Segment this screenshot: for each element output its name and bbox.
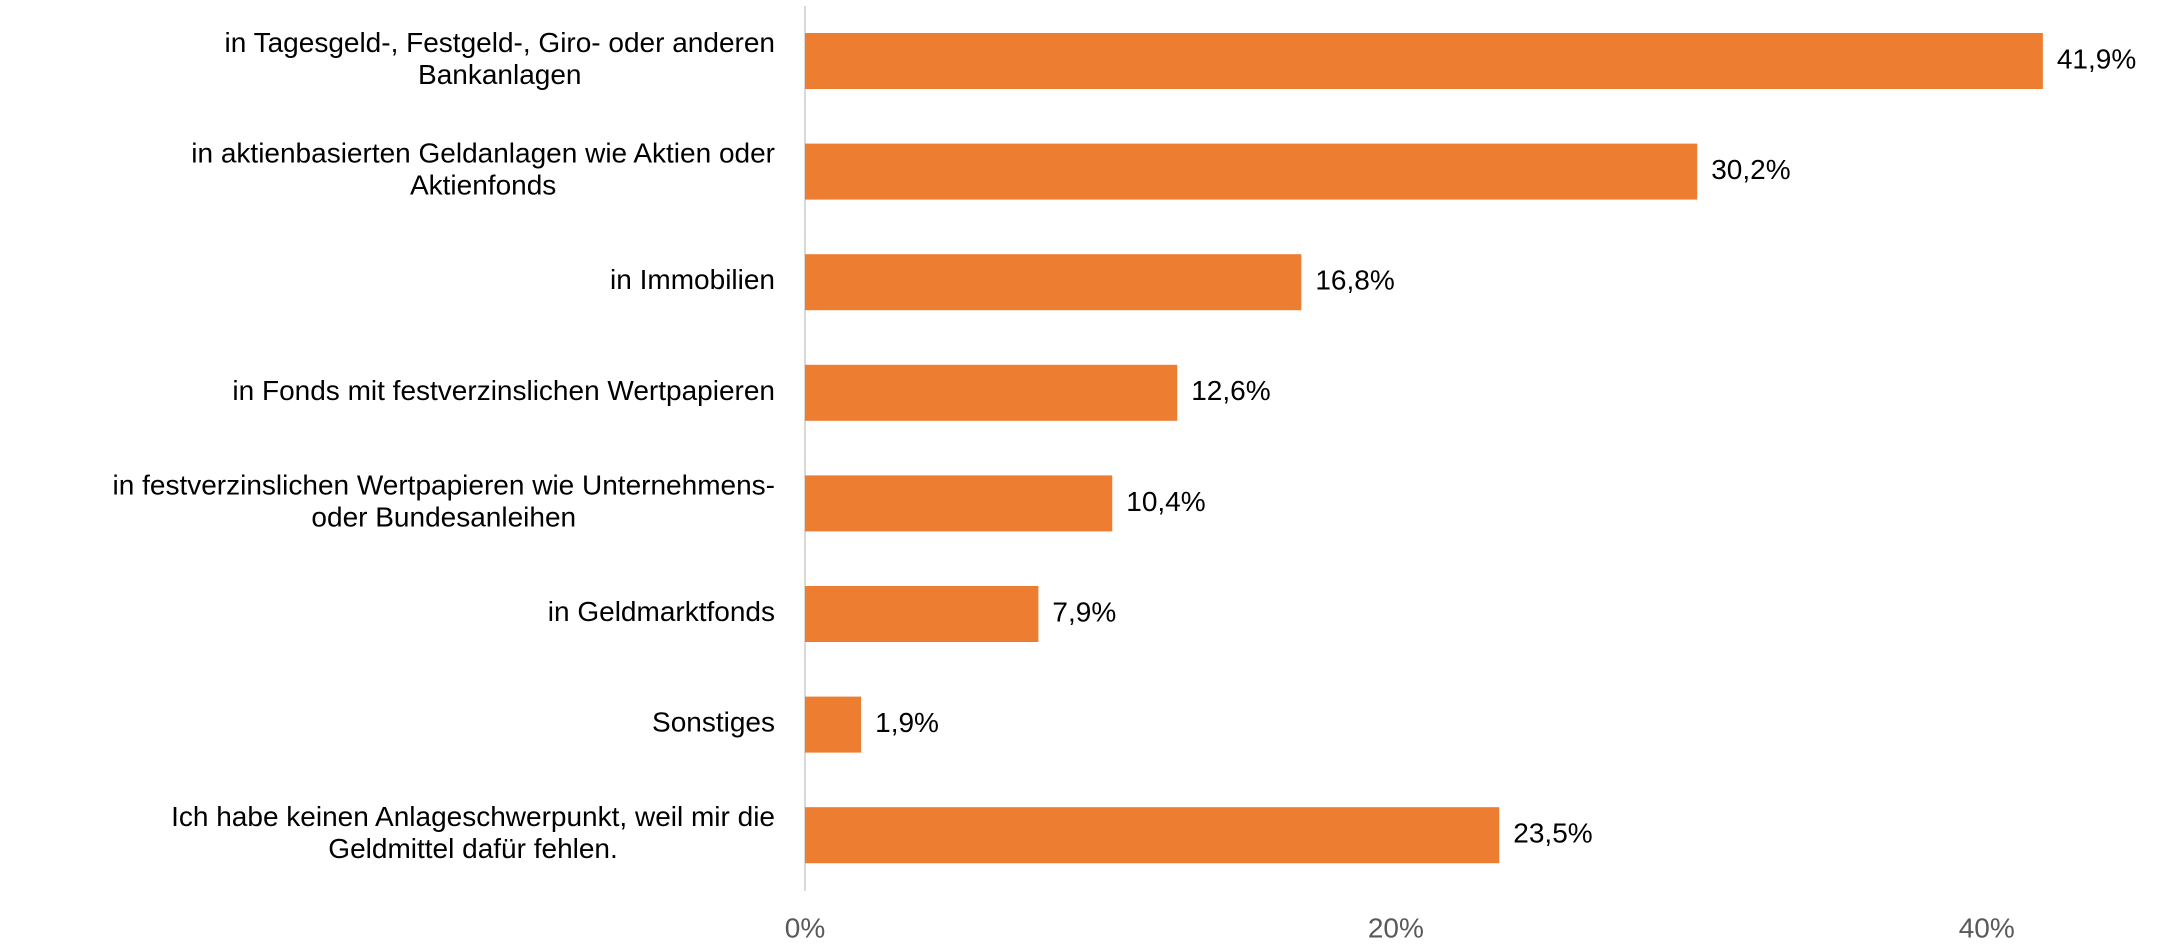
category-label: Sonstiges: [652, 707, 775, 738]
category-label: in Immobilien: [610, 265, 775, 296]
bar: [805, 807, 1500, 864]
value-label: 12,6%: [1191, 375, 1270, 406]
bar: [805, 586, 1039, 642]
x-tick-label: 40%: [1959, 912, 2015, 943]
value-label: 10,4%: [1126, 486, 1205, 517]
bar: [805, 33, 2043, 89]
x-tick-label: 0%: [785, 912, 825, 943]
value-label: 30,2%: [1711, 154, 1790, 185]
bar: [805, 254, 1302, 311]
value-label: 41,9%: [2057, 43, 2136, 74]
value-label: 23,5%: [1513, 818, 1592, 849]
category-label: in festverzinslichen Wertpapieren wie Un…: [113, 470, 775, 533]
category-label: in Fonds mit festverzinslichen Wertpapie…: [232, 375, 775, 406]
bar: [805, 696, 862, 753]
category-label: in Geldmarktfonds: [548, 596, 775, 627]
category-label: in aktienbasierten Geldanlagen wie Aktie…: [191, 138, 775, 201]
bar: [805, 364, 1178, 421]
bar: [805, 475, 1113, 532]
value-label: 7,9%: [1052, 596, 1116, 627]
category-label: Ich habe keinen Anlageschwerpunkt, weil …: [171, 802, 775, 865]
value-label: 16,8%: [1315, 265, 1394, 296]
x-tick-label: 20%: [1368, 912, 1424, 943]
category-label: in Tagesgeld-, Festgeld-, Giro- oder and…: [225, 27, 775, 90]
bar: [805, 143, 1698, 200]
value-label: 1,9%: [875, 707, 939, 738]
